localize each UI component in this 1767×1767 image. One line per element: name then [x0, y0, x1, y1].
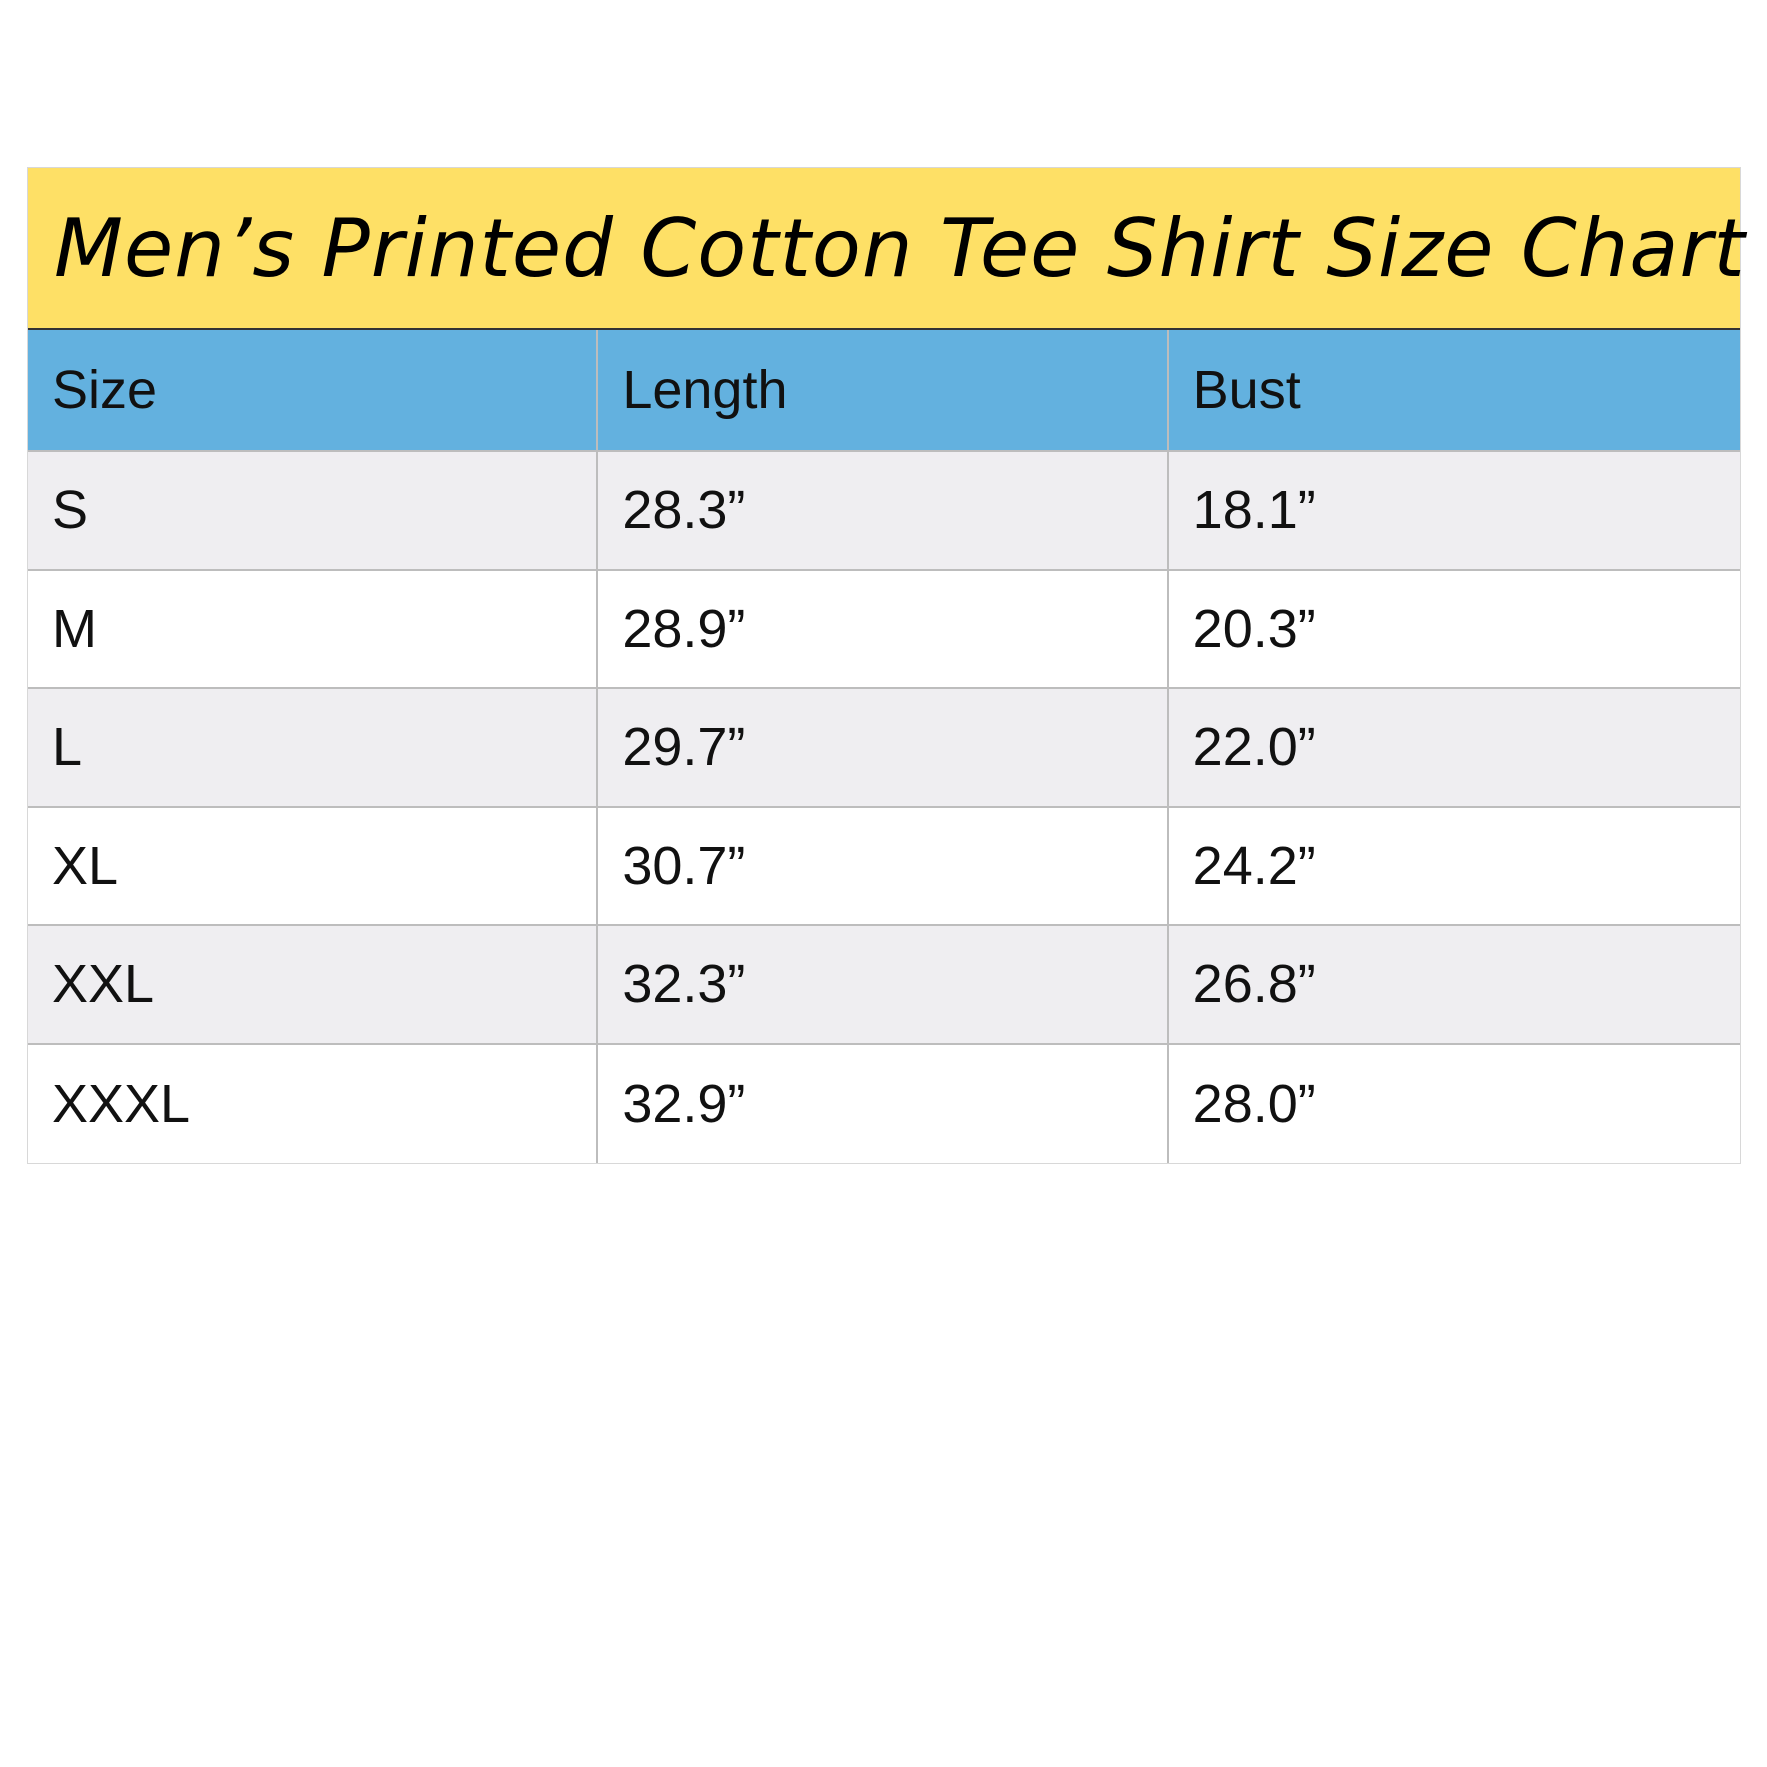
table-row: XL 30.7” 24.2”: [28, 807, 1740, 926]
length-cell: 32.9”: [598, 1044, 1169, 1163]
bust-cell: 22.0”: [1192, 717, 1316, 778]
size-chart-table: Men’s Printed Cotton Tee Shirt Size Char…: [27, 167, 1745, 1164]
header-size: Size: [28, 330, 599, 450]
table-row: S 28.3” 18.1”: [28, 452, 1740, 571]
bust-cell: 20.3”: [1192, 598, 1316, 659]
table-row: L 29.7” 22.0”: [28, 689, 1740, 808]
table-row: XXL 32.3” 26.8”: [28, 926, 1740, 1045]
length-cell: 30.7”: [598, 807, 1169, 924]
length-cell: 32.3”: [598, 926, 1169, 1043]
table-row: M 28.9” 20.3”: [28, 570, 1740, 689]
size-cell: S: [28, 452, 599, 569]
bust-cell: 26.8”: [1192, 954, 1316, 1015]
header-row: Size Length Bust: [28, 330, 1740, 452]
size-cell: M: [28, 570, 599, 687]
bust-cell: 18.1”: [1192, 480, 1316, 541]
bust-cell: 28.0”: [1192, 1073, 1316, 1134]
size-cell: L: [28, 689, 599, 806]
table-row: XXXL 32.9” 28.0”: [28, 1044, 1740, 1163]
length-cell: 28.9”: [598, 570, 1169, 687]
chart-title: Men’s Printed Cotton Tee Shirt Size Char…: [54, 201, 1746, 295]
length-cell: 28.3”: [598, 452, 1169, 569]
header-length: Length: [598, 330, 1169, 450]
size-cell: XL: [28, 807, 599, 924]
chart-title-banner: Men’s Printed Cotton Tee Shirt Size Char…: [28, 168, 1745, 330]
header-bust: Bust: [1192, 360, 1301, 420]
size-cell: XXXL: [28, 1044, 599, 1163]
bust-cell: 24.2”: [1192, 835, 1316, 896]
size-cell: XXL: [28, 926, 599, 1043]
length-cell: 29.7”: [598, 689, 1169, 806]
